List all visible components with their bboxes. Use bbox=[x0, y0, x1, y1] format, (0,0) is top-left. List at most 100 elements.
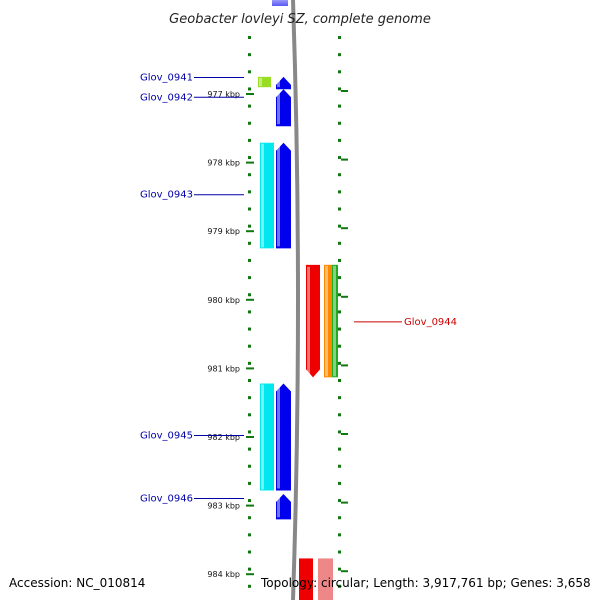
guide-dot bbox=[248, 499, 251, 503]
guide-dot bbox=[338, 396, 341, 400]
position-ticks: 977 kbp 978 kbp 979 kbp 980 kbp 981 kbp 982 k… bbox=[207, 90, 348, 579]
map-title: Geobacter lovleyi SZ, complete genome bbox=[169, 12, 431, 27]
tick-label: 984 kbp bbox=[207, 570, 240, 579]
guide-dot bbox=[338, 567, 341, 571]
guide-dot bbox=[338, 190, 341, 194]
guide-dot bbox=[338, 481, 341, 485]
gene-label[interactable]: Glov_0942 bbox=[140, 92, 193, 103]
guide-dot bbox=[338, 516, 341, 520]
guide-dot bbox=[338, 447, 341, 451]
gene-feature bbox=[306, 264, 320, 378]
gene-label[interactable]: Glov_0945 bbox=[140, 430, 193, 441]
guide-dot bbox=[248, 533, 251, 537]
guide-dot bbox=[248, 584, 251, 588]
guide-dot bbox=[248, 224, 251, 228]
guide-dot bbox=[248, 447, 251, 451]
guide-dot bbox=[338, 327, 341, 331]
guide-dot bbox=[248, 396, 251, 400]
guide-dot bbox=[248, 293, 251, 297]
guide-dot bbox=[248, 190, 251, 194]
guide-dot bbox=[248, 53, 251, 57]
gene-feature bbox=[276, 493, 291, 520]
guide-dot bbox=[338, 533, 341, 537]
guide-dot bbox=[248, 344, 251, 348]
gene-feature bbox=[276, 142, 291, 249]
gene-features bbox=[258, 0, 338, 600]
guide-dot bbox=[248, 327, 251, 331]
guide-dot bbox=[248, 430, 251, 434]
gene-feature bbox=[276, 89, 291, 127]
guide-dot bbox=[248, 464, 251, 468]
guide-dot bbox=[338, 379, 341, 382]
guide-dot bbox=[338, 70, 341, 74]
guide-dot bbox=[248, 258, 251, 262]
tick-label: 982 kbp bbox=[207, 433, 240, 442]
guide-dot bbox=[338, 361, 341, 365]
guide-dot bbox=[248, 550, 251, 554]
cds-feature bbox=[260, 142, 274, 249]
guide-dot bbox=[338, 121, 341, 125]
guide-dot bbox=[248, 138, 251, 142]
guide-dot bbox=[248, 36, 251, 39]
cds-feature bbox=[324, 264, 332, 378]
guide-dot bbox=[248, 156, 251, 160]
guide-dot bbox=[338, 584, 341, 588]
guide-dot bbox=[338, 430, 341, 434]
gene-labels: Glov_0941 Glov_0942 Glov_0943 Glov_0944 Glov… bbox=[140, 73, 457, 505]
guide-dot bbox=[338, 310, 341, 314]
feature-offscreen-bottom bbox=[299, 558, 313, 600]
tick-label: 980 kbp bbox=[207, 296, 240, 305]
guide-dot bbox=[338, 293, 341, 297]
guide-dot bbox=[338, 464, 341, 468]
gene-feature bbox=[276, 383, 291, 491]
gene-label[interactable]: Glov_0944 bbox=[404, 317, 457, 328]
tick-label: 983 kbp bbox=[207, 502, 240, 511]
tick-label: 979 kbp bbox=[207, 227, 240, 236]
gene-label[interactable]: Glov_0946 bbox=[140, 494, 193, 505]
guide-dot bbox=[338, 87, 341, 91]
guide-dot bbox=[338, 36, 341, 39]
guide-dot bbox=[338, 499, 341, 503]
gene-label[interactable]: Glov_0941 bbox=[140, 73, 193, 84]
genome-backbone bbox=[291, 0, 300, 600]
tick-label: 977 kbp bbox=[207, 90, 240, 99]
genome-summary-text: Topology: circular; Length: 3,917,761 bp… bbox=[261, 576, 591, 590]
guide-dot bbox=[338, 224, 341, 228]
guide-dot bbox=[248, 413, 251, 417]
guide-dot bbox=[248, 87, 251, 91]
guide-dot bbox=[248, 173, 251, 177]
guide-dot bbox=[248, 310, 251, 314]
tick-label: 978 kbp bbox=[207, 159, 240, 168]
tick-label: 981 kbp bbox=[207, 364, 240, 373]
cds-feature bbox=[258, 76, 271, 88]
guide-dot bbox=[338, 104, 341, 108]
accession-text: Accession: NC_010814 bbox=[9, 576, 146, 590]
gene-label[interactable]: Glov_0943 bbox=[140, 190, 193, 201]
guide-dot bbox=[248, 121, 251, 125]
guide-dot bbox=[338, 53, 341, 57]
guide-dot bbox=[338, 241, 341, 245]
guide-dot bbox=[248, 207, 251, 211]
guide-dot bbox=[338, 173, 341, 177]
guide-dot bbox=[338, 276, 341, 280]
feature-fade bbox=[272, 0, 288, 14]
guide-dot bbox=[248, 379, 251, 382]
guide-dot bbox=[248, 361, 251, 365]
guide-dot bbox=[338, 156, 341, 160]
guide-dot bbox=[338, 207, 341, 211]
guide-dot bbox=[248, 70, 251, 74]
gene-feature bbox=[276, 76, 291, 90]
guide-dot bbox=[338, 258, 341, 262]
guide-dot bbox=[248, 241, 251, 245]
guide-dot bbox=[248, 104, 251, 108]
guide-dot bbox=[338, 344, 341, 348]
guide-dot bbox=[338, 550, 341, 554]
guide-dot bbox=[248, 567, 251, 571]
guide-dot bbox=[248, 516, 251, 520]
guide-dot bbox=[248, 481, 251, 485]
feature-offscreen-bottom bbox=[318, 558, 333, 600]
cds-feature bbox=[332, 264, 338, 378]
cds-feature bbox=[260, 383, 274, 491]
guide-dot bbox=[338, 413, 341, 417]
